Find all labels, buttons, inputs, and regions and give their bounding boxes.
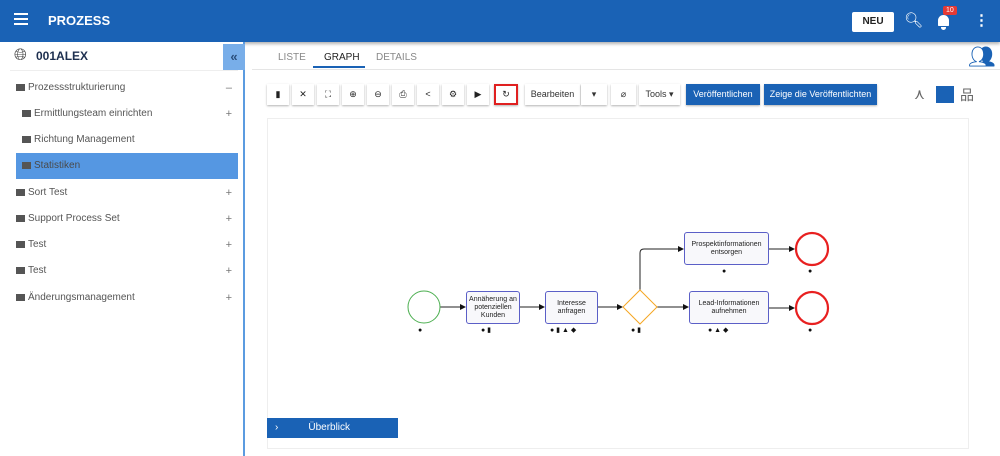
sidebar-item[interactable]: Test +	[0, 232, 238, 258]
sidebar-item-label: Ermittlungsteam einrichten	[34, 108, 153, 119]
globe-icon: 🌐︎	[14, 47, 27, 64]
list-icon	[22, 135, 31, 143]
sidebar-item[interactable]: Änderungsmanagement +	[0, 285, 238, 311]
tools-button[interactable]: Tools ▾	[639, 84, 680, 105]
briefcase-icon	[16, 266, 25, 274]
active-tab-indicator	[313, 66, 365, 68]
edit-dropdown-caret-icon[interactable]: ▾	[581, 84, 607, 105]
sidebar-item-label: Prozessstrukturierung	[28, 82, 126, 93]
new-button[interactable]: NEU	[852, 12, 894, 32]
sidebar-item[interactable]: Support Process Set +	[0, 206, 238, 232]
toggle-icon[interactable]: +	[225, 239, 232, 251]
overview-label: Überblick	[308, 422, 351, 433]
fit-icon[interactable]: ✕	[292, 84, 314, 105]
briefcase-icon	[16, 83, 25, 91]
app-header: PROZESS NEU 🔍︎ 10 ⋮	[0, 0, 1000, 42]
tab-graph[interactable]: GRAPH	[324, 52, 360, 63]
search-icon[interactable]: 🔍︎	[904, 12, 924, 29]
end-event	[794, 231, 830, 267]
start-event	[407, 290, 441, 324]
sidebar-item[interactable]: Sort Test +	[0, 180, 238, 206]
sidebar-item-label: Test	[28, 239, 47, 250]
sidebar-item-label: Änderungsmanagement	[28, 292, 135, 303]
user-icon: ●	[808, 327, 813, 334]
chevron-right-icon: ›	[275, 422, 279, 433]
tab-details[interactable]: DETAILS	[376, 52, 417, 63]
divider	[252, 69, 1000, 70]
print-icon[interactable]: ⎙	[392, 84, 414, 105]
sidebar-item[interactable]: Richtung Management	[0, 127, 238, 153]
sidebar-item-label: Sort Test	[28, 187, 68, 198]
user-icon: ●	[418, 327, 423, 334]
user-document-warning-tag-icons: ● ▮ ▲ ◆	[550, 327, 577, 334]
show-published-button[interactable]: Zeige die Veröffentlichten	[764, 84, 877, 105]
sidebar-item[interactable]: Ermittlungsteam einrichten +	[0, 101, 238, 127]
refresh-icon[interactable]: ↻	[494, 84, 518, 105]
sidebar-item-label: Test	[28, 265, 47, 276]
divider	[10, 70, 238, 71]
user-icon: ●	[722, 268, 727, 275]
sidebar-item-label: Statistiken	[34, 160, 81, 171]
more-vert-icon[interactable]: ⋮	[974, 12, 989, 29]
sidebar-item-label: Support Process Set	[28, 213, 120, 224]
briefcase-icon	[16, 188, 25, 196]
briefcase-icon	[16, 214, 25, 222]
sidebar-item-label: Richtung Management	[34, 134, 135, 145]
app-title: PROZESS	[48, 13, 111, 28]
org-name: 001ALEX	[36, 49, 89, 63]
briefcase-icon	[16, 240, 25, 248]
play-icon[interactable]: ▶	[467, 84, 489, 105]
list-icon	[22, 109, 31, 117]
user-document-icons: ● ▮	[631, 327, 642, 334]
bell-icon[interactable]	[938, 15, 949, 30]
user-warning-tag-icons: ● ▲ ◆	[708, 327, 729, 334]
overview-panel-toggle[interactable]: › Überblick	[267, 418, 398, 438]
edit-button[interactable]: Bearbeiten	[525, 84, 580, 105]
tab-liste[interactable]: LISTE	[278, 52, 306, 63]
publish-button[interactable]: Veröffentlichen	[686, 84, 760, 105]
toggle-icon[interactable]: +	[225, 187, 232, 199]
user-document-icons: ● ▮	[481, 327, 492, 334]
new-file-icon[interactable]: ▮	[267, 84, 289, 105]
user-icon: ●	[808, 268, 813, 275]
sidebar-item[interactable]: Test +	[0, 258, 238, 284]
zoom-out-icon[interactable]: ⊖	[367, 84, 389, 105]
list-icon	[22, 161, 31, 169]
collapse-sidebar-button[interactable]: «	[223, 44, 245, 70]
toggle-icon[interactable]: +	[225, 292, 232, 304]
graph-view-icon[interactable]: ⋏	[914, 86, 925, 103]
zoom-in-icon[interactable]: ⊕	[342, 84, 364, 105]
end-event	[794, 290, 830, 326]
sidebar	[0, 42, 245, 456]
task-node[interactable]: Prospektinformationen entsorgen	[684, 232, 769, 265]
briefcase-icon	[16, 293, 25, 301]
toggle-icon[interactable]: –	[225, 82, 232, 94]
toggle-icon[interactable]: +	[225, 265, 232, 277]
map-icon[interactable]	[936, 86, 954, 103]
menu-icon[interactable]	[14, 13, 28, 25]
users-icon[interactable]: 👥︎	[968, 44, 996, 69]
notification-badge: 10	[943, 6, 957, 15]
sidebar-item-selected[interactable]: Statistiken	[16, 153, 238, 179]
task-node[interactable]: Annäherung an potenziellen Kunden	[466, 291, 520, 324]
bell-off-icon[interactable]: ⌀	[611, 84, 636, 105]
hierarchy-icon[interactable]: 品	[960, 87, 974, 103]
gear-icon[interactable]: ⚙	[442, 84, 464, 105]
toggle-icon[interactable]: +	[225, 108, 232, 120]
fullscreen-icon[interactable]: ⛶	[317, 84, 339, 105]
flow-arrow	[639, 246, 684, 290]
task-node[interactable]: Lead-Informationen aufnehmen	[689, 291, 769, 324]
toggle-icon[interactable]: +	[225, 213, 232, 225]
sidebar-item[interactable]: Prozessstrukturierung –	[0, 75, 238, 101]
gateway	[622, 289, 658, 325]
share-icon[interactable]: <	[417, 84, 439, 105]
task-node[interactable]: Interesse anfragen	[545, 291, 598, 324]
diagram-canvas[interactable]	[267, 118, 969, 449]
